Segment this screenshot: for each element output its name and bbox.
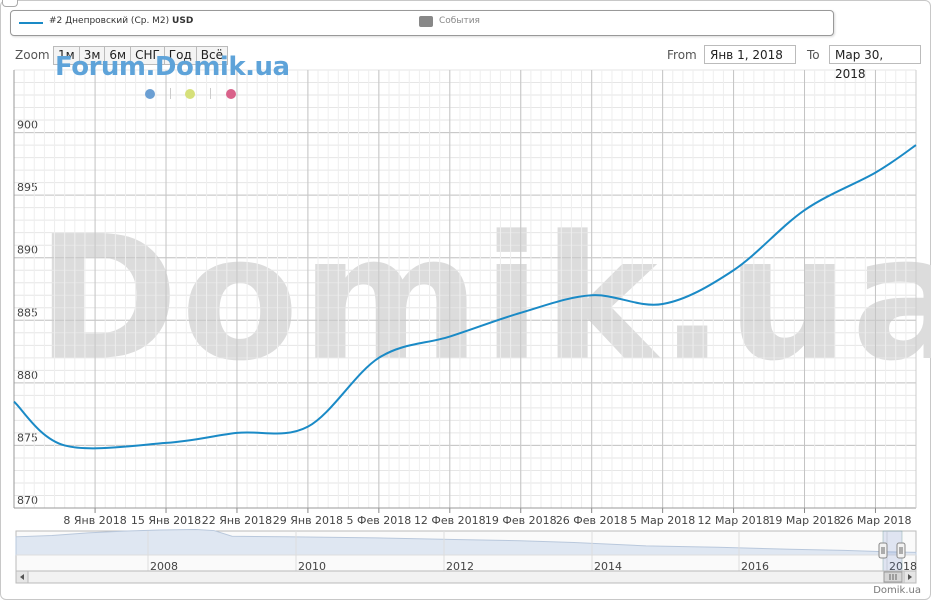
- to-date-input[interactable]: Мар 30, 2018: [829, 45, 921, 81]
- pink-dot-icon: [226, 89, 236, 99]
- zoom-1m-button[interactable]: 1м: [53, 46, 80, 65]
- x-tick-label: 22 Янв 2018: [202, 514, 272, 527]
- dot-divider: [210, 88, 211, 99]
- y-tick-label: 885: [17, 306, 38, 319]
- dot-divider: [170, 88, 171, 99]
- brand-logo: Forum.Domik.ua: [55, 52, 290, 82]
- zoom-all-button[interactable]: Всё: [195, 46, 228, 65]
- from-date-input[interactable]: Янв 1, 2018: [704, 45, 796, 64]
- x-tick-label: 8 Янв 2018: [63, 514, 126, 527]
- y-tick-label: 900: [17, 119, 38, 132]
- series-unit: USD: [172, 16, 194, 26]
- credit-link[interactable]: Domik.ua: [873, 585, 921, 596]
- yellow-dot-icon: [185, 89, 195, 99]
- arrow-left-icon: [20, 574, 24, 580]
- x-tick-label: 26 Фев 2018: [556, 514, 628, 527]
- navigator-tick-label: 2016: [741, 560, 769, 573]
- navigator-tick-label: 2018: [889, 560, 917, 573]
- x-tick-label: 5 Фев 2018: [346, 514, 411, 527]
- navigator-tick-label: 2008: [150, 560, 178, 573]
- zoom-1y-button[interactable]: Год: [163, 46, 197, 65]
- zoom-buttons: 1м 3м 6м СНГ Год Всё: [53, 46, 228, 65]
- arrow-right-icon: [908, 574, 912, 580]
- y-tick-label: 870: [17, 494, 38, 507]
- x-tick-label: 15 Янв 2018: [131, 514, 201, 527]
- series-label: #2 Днепровский (Ср. М2): [49, 16, 170, 26]
- y-tick-label: 890: [17, 244, 38, 257]
- navigator-tick-label: 2014: [594, 560, 622, 573]
- legend-item-series[interactable]: #2 Днепровский (Ср. М2) USD: [49, 16, 193, 26]
- y-tick-label: 875: [17, 431, 38, 444]
- y-tick-label: 895: [17, 181, 38, 194]
- to-label: To: [807, 48, 820, 62]
- watermark: Domik.ua: [36, 198, 931, 399]
- from-label: From: [667, 48, 697, 62]
- legend-item-events[interactable]: События: [439, 16, 480, 26]
- navigator-tick-label: 2010: [298, 560, 326, 573]
- navigator-handle[interactable]: [896, 542, 906, 559]
- x-tick-label: 12 Мар 2018: [697, 514, 769, 527]
- navigator-tick-label: 2012: [446, 560, 474, 573]
- x-tick-label: 29 Янв 2018: [273, 514, 343, 527]
- scrollbar-track[interactable]: [15, 570, 917, 584]
- x-tick-label: 26 Мар 2018: [839, 514, 911, 527]
- x-tick-label: 19 Мар 2018: [768, 514, 840, 527]
- y-tick-label: 880: [17, 369, 38, 382]
- series-swatch: [19, 22, 43, 24]
- x-tick-label: 19 Фев 2018: [485, 514, 557, 527]
- navigator-handle[interactable]: [878, 542, 888, 559]
- zoom-label: Zoom: [15, 48, 50, 62]
- zoom-ytd-button[interactable]: СНГ: [130, 46, 165, 65]
- x-tick-label: 12 Фев 2018: [414, 514, 486, 527]
- x-tick-label: 5 Мар 2018: [630, 514, 695, 527]
- blue-dot-icon: [145, 89, 155, 99]
- context-menu-tab[interactable]: [2, 0, 18, 7]
- series-line: [13, 144, 917, 450]
- navigator-area: [15, 529, 917, 556]
- events-swatch: [419, 16, 433, 27]
- legend: #2 Днепровский (Ср. М2) USD События: [10, 10, 834, 36]
